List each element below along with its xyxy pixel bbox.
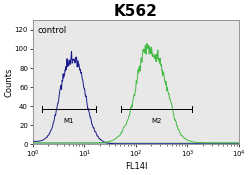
- Text: M2: M2: [151, 118, 162, 124]
- Text: control: control: [37, 26, 66, 35]
- X-axis label: FL14I: FL14I: [125, 162, 147, 171]
- Text: M1: M1: [64, 118, 74, 124]
- Y-axis label: Counts: Counts: [4, 68, 13, 97]
- Title: K562: K562: [114, 4, 158, 19]
